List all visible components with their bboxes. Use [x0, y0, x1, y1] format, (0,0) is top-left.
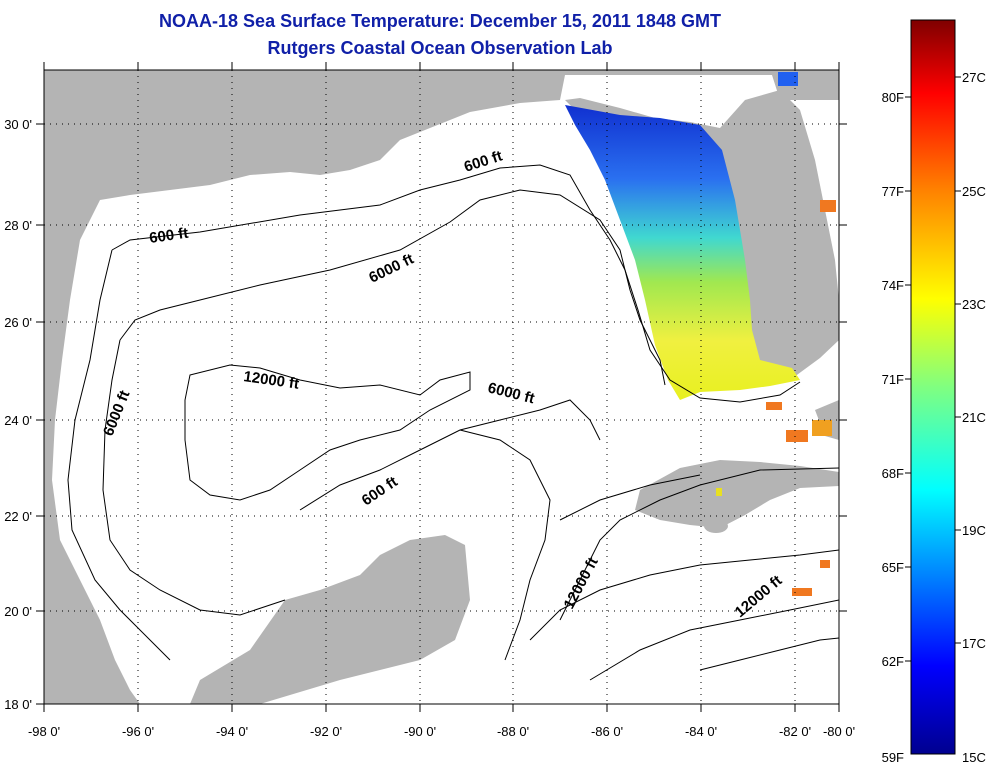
sst-patches [716, 200, 836, 596]
celsius-label: 25C [962, 184, 986, 199]
colorbar-ticks [905, 76, 961, 662]
celsius-label: 27C [962, 70, 986, 85]
lat-label: 24 0' [4, 413, 32, 428]
celsius-label: 23C [962, 297, 986, 312]
land-isle [704, 519, 728, 533]
fahrenheit-label: 62F [882, 654, 904, 669]
fahrenheit-label: 74F [882, 278, 904, 293]
fahrenheit-label: 80F [882, 90, 904, 105]
lon-label: -86 0' [591, 724, 623, 739]
tick-marks [36, 62, 847, 712]
lon-label: -98 0' [28, 724, 60, 739]
lat-label: 26 0' [4, 315, 32, 330]
lon-label: -80 0' [823, 724, 855, 739]
fahrenheit-label: 59F [882, 750, 904, 765]
lat-label: 30 0' [4, 117, 32, 132]
map-title: NOAA-18 Sea Surface Temperature: Decembe… [159, 11, 721, 31]
graticule [44, 70, 839, 704]
lon-label: -96 0' [122, 724, 154, 739]
celsius-label: 21C [962, 410, 986, 425]
map-subtitle: Rutgers Coastal Ocean Observation Lab [267, 38, 613, 58]
lon-label: -94 0' [216, 724, 248, 739]
map-border [43, 69, 840, 705]
lat-label: 22 0' [4, 509, 32, 524]
latitude-labels: 30 0' 28 0' 26 0' 24 0' 22 0' 20 0' 18 0… [4, 117, 32, 712]
colorbar-fahrenheit-labels: 80F 77F 74F 71F 68F 65F 62F 59F [882, 90, 904, 765]
lon-label: -82 0' [779, 724, 811, 739]
fahrenheit-label: 65F [882, 560, 904, 575]
lat-label: 18 0' [4, 697, 32, 712]
depth-contours [67, 164, 839, 681]
celsius-label: 19C [962, 523, 986, 538]
fahrenheit-label: 77F [882, 184, 904, 199]
longitude-labels: -98 0' -96 0' -94 0' -92 0' -90 0' -88 0… [28, 724, 855, 739]
sst-swath [565, 105, 800, 400]
celsius-label: 17C [962, 636, 986, 651]
map-content: 600 ft 600 ft 6000 ft 6000 ft 12000 ft 6… [44, 70, 839, 704]
fahrenheit-label: 71F [882, 372, 904, 387]
lat-label: 20 0' [4, 604, 32, 619]
land-cuba [635, 460, 839, 528]
colorbar-celsius-labels: 27C 25C 23C 21C 19C 17C 15C [962, 70, 986, 765]
lon-label: -92 0' [310, 724, 342, 739]
contour-label: 600 ft [148, 225, 189, 247]
sst-patch-north [778, 72, 798, 86]
celsius-label: 15C [962, 750, 986, 765]
fahrenheit-label: 68F [882, 466, 904, 481]
lon-label: -84 0' [685, 724, 717, 739]
colorbar [910, 19, 956, 755]
land-yucatan [190, 535, 470, 704]
land-north-west [44, 70, 839, 704]
lon-label: -88 0' [497, 724, 529, 739]
lat-label: 28 0' [4, 218, 32, 233]
lon-label: -90 0' [404, 724, 436, 739]
